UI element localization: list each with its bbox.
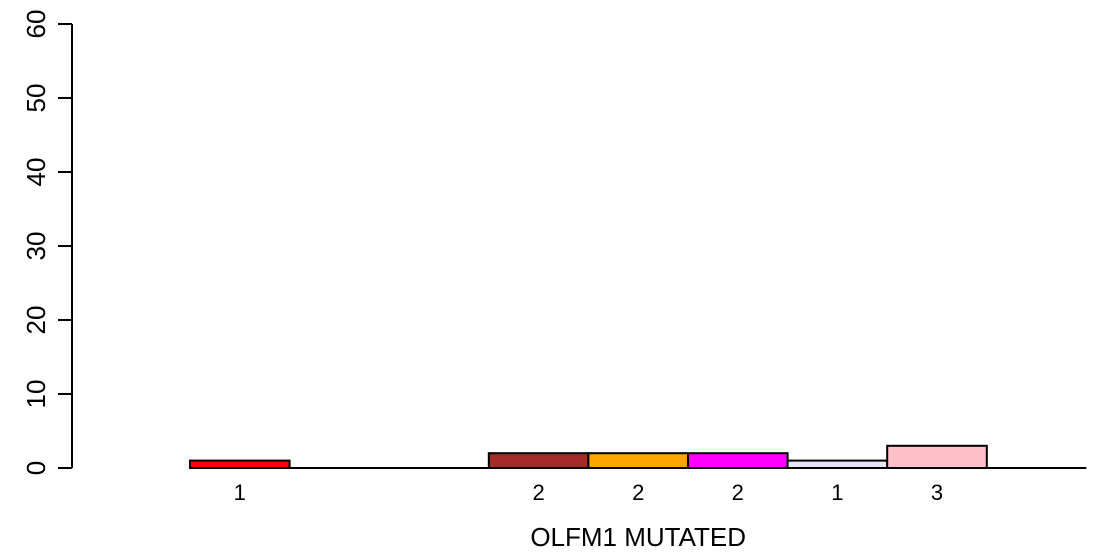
- bar: [487, 452, 590, 470]
- bar: [189, 459, 291, 470]
- bar-value-label: 2: [732, 480, 744, 505]
- bar-value-label: 2: [532, 480, 544, 505]
- y-tick-label: 0: [21, 461, 51, 475]
- bar-value-label: 1: [234, 480, 246, 505]
- y-tick-label: 50: [21, 84, 51, 113]
- bar-value-label: 3: [931, 480, 943, 505]
- bar: [687, 452, 789, 470]
- y-tick-label: 20: [21, 306, 51, 335]
- y-axis: 0 10 20 30 40 50 60: [21, 10, 73, 475]
- bar-value-label: 2: [632, 480, 644, 505]
- y-tick-label: 10: [21, 380, 51, 409]
- bar: [886, 444, 988, 469]
- bars: [189, 444, 988, 470]
- x-axis-label: OLFM1 MUTATED: [530, 522, 746, 552]
- bar: [786, 459, 889, 470]
- bar-value-label: 1: [831, 480, 843, 505]
- y-tick-label: 60: [21, 10, 51, 39]
- y-tick-label: 30: [21, 232, 51, 261]
- y-tick-label: 40: [21, 158, 51, 187]
- bar: [587, 452, 690, 470]
- bar-value-labels: 1 2 2 2 1 3: [234, 480, 943, 505]
